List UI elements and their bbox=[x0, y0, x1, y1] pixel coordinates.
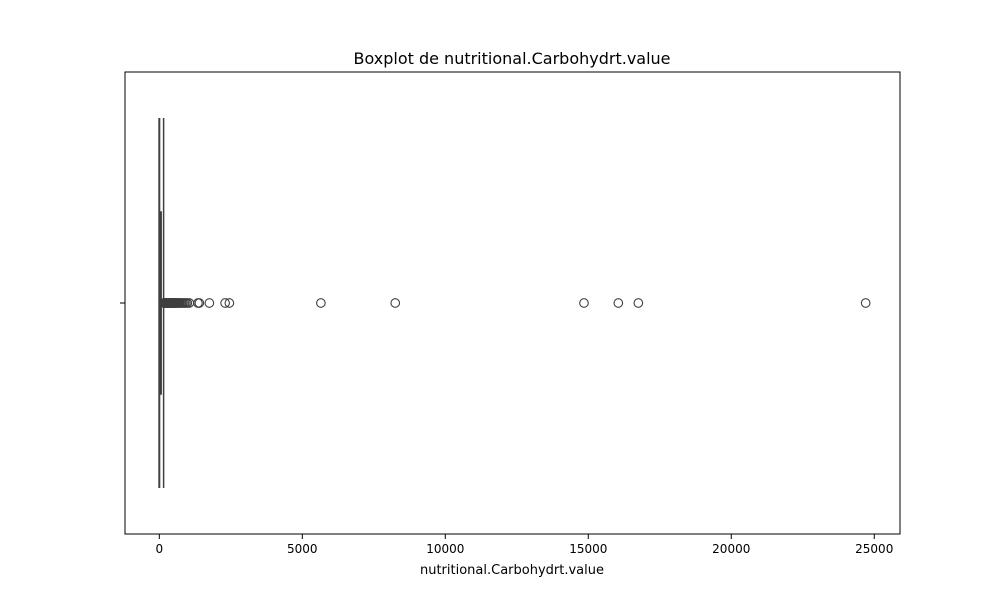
outlier-point bbox=[316, 298, 326, 308]
outliers bbox=[158, 298, 871, 308]
x-axis-label: nutritional.Carbohydrt.value bbox=[420, 563, 604, 578]
outlier-point bbox=[860, 298, 871, 308]
plot-area-frame bbox=[124, 71, 901, 535]
x-tick-label: 5000 bbox=[287, 542, 318, 556]
outlier-point bbox=[579, 298, 589, 308]
x-tick-label: 15000 bbox=[569, 542, 607, 556]
outlier-point bbox=[613, 298, 624, 308]
outlier-point bbox=[390, 298, 401, 308]
outlier-point bbox=[224, 298, 235, 308]
chart-title: Boxplot de nutritional.Carbohydrt.value bbox=[353, 49, 670, 68]
x-tick-label: 0 bbox=[155, 542, 163, 556]
outlier-point bbox=[204, 298, 215, 308]
outlier-point bbox=[220, 298, 230, 308]
outlier-point bbox=[194, 298, 205, 308]
x-axis: 0 5000 10000 15000 20000 25000 bbox=[155, 534, 893, 556]
outlier-point bbox=[633, 298, 644, 308]
x-tick-label: 10000 bbox=[426, 542, 464, 556]
x-tick-label: 25000 bbox=[855, 542, 893, 556]
x-tick-label: 20000 bbox=[712, 542, 750, 556]
